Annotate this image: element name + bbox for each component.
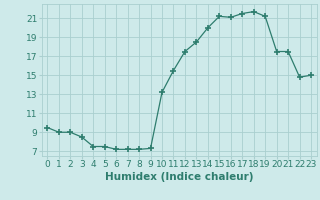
X-axis label: Humidex (Indice chaleur): Humidex (Indice chaleur) — [105, 172, 253, 182]
